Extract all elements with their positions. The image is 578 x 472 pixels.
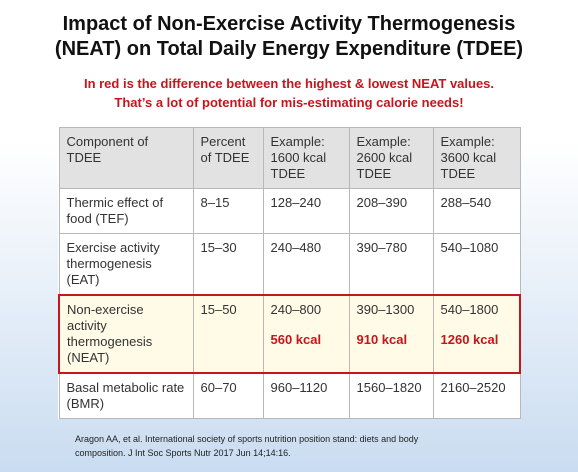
cell-text: 240–480 [270,240,322,255]
table-cell: 240–800 560 kcal [262,294,350,374]
table-cell: Basal metabolic rate (BMR) [58,372,194,419]
citation: Aragon AA, et al. International society … [75,432,418,460]
table-cell: 240–480 [262,233,350,296]
citation-line: composition. J Int Soc Sports Nutr 2017 … [75,448,291,458]
cell-text: Basal metabolic rate (BMR) [66,380,185,411]
table-cell: 1560–1820 [348,372,434,419]
header-row: Component of TDEE Percent of TDEE Example:… [58,127,521,189]
cell-text: Thermic effect of food (TEF) [66,195,164,226]
table-cell: 15–50 [192,294,264,374]
table-cell: 390–1300 910 kcal [348,294,434,374]
table-cell: 960–1120 [262,372,350,419]
tdee-table: Component of TDEE Percent of TDEE Example:… [58,127,521,419]
title: Impact of Non-Exercise Activity Thermoge… [0,12,578,62]
neat-difference: 1260 kcal [440,332,499,347]
column-header: Example: 1600 kcal TDEE [262,127,350,189]
table-cell: 128–240 [262,188,350,234]
cell-text: 15–30 [200,240,237,255]
cell-text: Exercise activity thermogenesis (EAT) [66,240,160,287]
cell-text: 8–15 [200,195,230,210]
table-cell: 540–1080 [432,233,521,296]
cell-text: 2160–2520 [440,380,506,395]
table-cell: 208–390 [348,188,434,234]
table-cell: 540–1800 1260 kcal [432,294,521,374]
cell-text: 240–800 [270,302,322,317]
cell-text: 60–70 [200,380,237,395]
table-body: Thermic effect of food (TEF) 8–15 128–240 2… [58,188,521,419]
cell-text: 390–780 [356,240,408,255]
table-cell: 288–540 [432,188,521,234]
title-line: Impact of Non-Exercise Activity Thermoge… [62,13,516,35]
table-cell: 8–15 [192,188,264,234]
cell-text: Non-exercise activity thermogenesis (NEA… [67,302,153,365]
cell-text: 390–1300 [356,302,415,317]
table-row: Exercise activity thermogenesis (EAT) 15–… [58,233,521,296]
column-header: Component of TDEE [58,127,194,189]
column-header: Example: 2600 kcal TDEE [348,127,434,189]
cell-text: 540–1080 [440,240,499,255]
cell-text: 15–50 [200,302,237,317]
table-cell: Thermic effect of food (TEF) [58,188,194,234]
neat-difference: 910 kcal [356,332,408,347]
subtitle-line: In red is the difference between the hig… [83,76,495,91]
table-cell: 60–70 [192,372,264,419]
table-row: Non-exercise activity thermogenesis (NEA… [58,294,521,374]
subtitle-line: That’s a lot of potential for mis-estima… [114,95,464,110]
cell-text: 960–1120 [270,380,328,395]
cell-text: 540–1800 [440,302,499,317]
table-row: Basal metabolic rate (BMR) 60–70 960–1120 1… [58,372,521,419]
table-cell: 390–780 [348,233,434,296]
table-cell: Non-exercise activity thermogenesis (NEA… [58,294,194,374]
neat-difference: 560 kcal [270,332,322,347]
cell-text: 128–240 [270,195,322,210]
cell-text: 208–390 [356,195,408,210]
cell-text: 1560–1820 [356,380,422,395]
table-cell: 2160–2520 [432,372,521,419]
subtitle: In red is the difference between the hig… [0,74,578,112]
citation-line: Aragon AA, et al. International society … [75,434,419,444]
title-line: (NEAT) on Total Daily Energy Expenditure… [54,38,524,60]
column-header: Percent of TDEE [192,127,264,189]
column-header: Example: 3600 kcal TDEE [432,127,521,189]
table-row: Thermic effect of food (TEF) 8–15 128–240 2… [58,188,521,234]
table-cell: 15–30 [192,233,264,296]
table-cell: Exercise activity thermogenesis (EAT) [58,233,194,296]
cell-text: 288–540 [440,195,492,210]
